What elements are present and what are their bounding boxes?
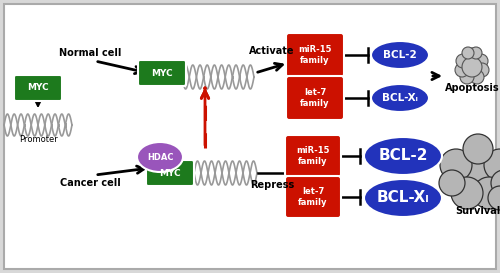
Text: let-7
family: let-7 family xyxy=(298,187,328,207)
Text: Repress: Repress xyxy=(250,180,294,190)
Text: BCL-2: BCL-2 xyxy=(383,50,417,60)
Circle shape xyxy=(470,70,484,84)
Text: Apoptosis: Apoptosis xyxy=(444,83,500,93)
Circle shape xyxy=(439,170,465,196)
Circle shape xyxy=(491,170,500,196)
Text: HDAC: HDAC xyxy=(147,153,174,162)
Circle shape xyxy=(440,149,472,181)
Text: Promoter: Promoter xyxy=(18,135,58,144)
Ellipse shape xyxy=(371,84,429,112)
Text: BCL-2: BCL-2 xyxy=(378,149,428,164)
Ellipse shape xyxy=(137,142,183,172)
Text: Cancer cell: Cancer cell xyxy=(60,178,120,188)
Circle shape xyxy=(462,47,474,59)
Circle shape xyxy=(463,134,493,164)
Circle shape xyxy=(455,63,469,77)
FancyBboxPatch shape xyxy=(285,176,341,218)
Circle shape xyxy=(473,177,500,209)
Text: MYC: MYC xyxy=(159,168,181,177)
Text: BCL-Xₗ: BCL-Xₗ xyxy=(376,191,430,206)
Circle shape xyxy=(463,48,481,66)
Circle shape xyxy=(484,149,500,181)
Text: Survival: Survival xyxy=(456,206,500,216)
Ellipse shape xyxy=(364,137,442,175)
Text: MYC: MYC xyxy=(27,84,49,93)
FancyBboxPatch shape xyxy=(4,4,496,269)
Circle shape xyxy=(488,186,500,210)
Ellipse shape xyxy=(371,41,429,69)
FancyBboxPatch shape xyxy=(14,75,62,101)
Circle shape xyxy=(461,156,495,190)
FancyBboxPatch shape xyxy=(286,76,344,120)
FancyBboxPatch shape xyxy=(146,160,194,186)
Text: miR-15
family: miR-15 family xyxy=(298,45,332,65)
Text: miR-15
family: miR-15 family xyxy=(296,146,330,166)
Circle shape xyxy=(456,54,470,68)
FancyBboxPatch shape xyxy=(285,135,341,177)
Text: BCL-Xₗ: BCL-Xₗ xyxy=(382,93,418,103)
Text: Normal cell: Normal cell xyxy=(59,48,121,58)
Circle shape xyxy=(474,54,488,68)
Circle shape xyxy=(470,47,482,59)
Ellipse shape xyxy=(364,179,442,217)
FancyBboxPatch shape xyxy=(286,33,344,77)
Text: MYC: MYC xyxy=(151,69,173,78)
Circle shape xyxy=(475,63,489,77)
Circle shape xyxy=(460,70,474,84)
Text: let-7
family: let-7 family xyxy=(300,88,330,108)
Text: Activate: Activate xyxy=(249,46,295,56)
Circle shape xyxy=(451,177,483,209)
Circle shape xyxy=(462,57,482,77)
FancyBboxPatch shape xyxy=(138,60,186,86)
